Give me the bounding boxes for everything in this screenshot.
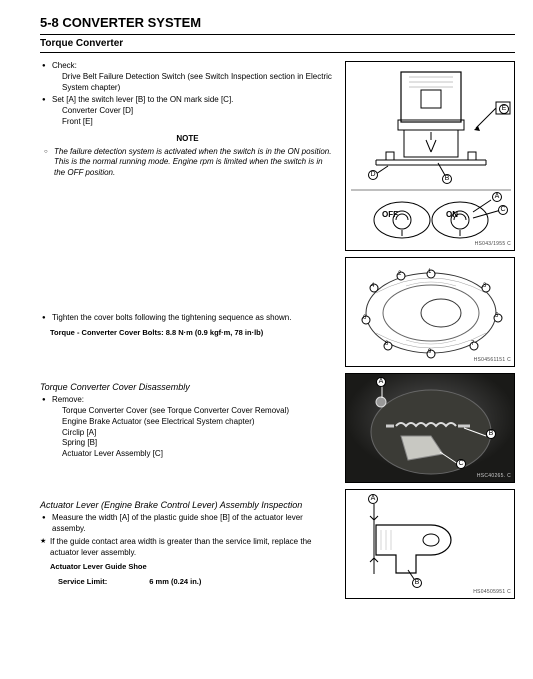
fig4-code: HS04505951 C bbox=[473, 589, 511, 596]
sec4-head: Actuator Lever (Engine Brake Control Lev… bbox=[40, 499, 335, 511]
remove-l3: Circlip [A] bbox=[52, 428, 335, 439]
fig3-a: A bbox=[376, 377, 386, 387]
set-line: Set [A] the switch lever [B] to the ON m… bbox=[52, 95, 233, 104]
fig3-c: C bbox=[456, 459, 466, 469]
section-2-text: Tighten the cover bolts following the ti… bbox=[40, 257, 335, 367]
fig1-label-c: C bbox=[498, 205, 508, 215]
figure-1-wrap: E D B OFF ON A C HS043/1955 C bbox=[345, 61, 515, 251]
remove-l4: Spring [B] bbox=[52, 438, 335, 449]
bolt-1: 1 bbox=[428, 268, 431, 276]
fig1-label-a: A bbox=[492, 192, 502, 202]
fig2-code: HS04561151 C bbox=[474, 357, 511, 364]
bolt-8: 8 bbox=[385, 340, 388, 348]
section-3-text: Torque Converter Cover Disassembly Remov… bbox=[40, 373, 335, 483]
remove-label: Remove: bbox=[52, 395, 84, 404]
fig1-code: HS043/1955 C bbox=[475, 241, 511, 248]
bolt-2: 2 bbox=[398, 270, 401, 278]
bolt-3: 3 bbox=[483, 282, 486, 290]
figure-1: E D B OFF ON A C HS043/1955 C bbox=[345, 61, 515, 251]
fig1-label-d: D bbox=[368, 170, 378, 180]
section-3: Torque Converter Cover Disassembly Remov… bbox=[40, 373, 515, 483]
note-body: The failure detection system is activate… bbox=[40, 147, 335, 179]
tighten-item: Tighten the cover bolts following the ti… bbox=[42, 313, 335, 324]
fig1-label-e: E bbox=[499, 104, 509, 114]
spec-line2: Service Limit: 6 mm (0.24 in.) bbox=[40, 577, 335, 587]
torque-spec: Torque - Converter Cover Bolts: 8.8 N·m … bbox=[40, 328, 335, 338]
section-2: Tighten the cover bolts following the ti… bbox=[40, 257, 515, 367]
set-item: Set [A] the switch lever [B] to the ON m… bbox=[42, 95, 335, 127]
figure-4-svg bbox=[346, 490, 515, 599]
bolt-5: 5 bbox=[495, 312, 498, 320]
measure-item: Measure the width [A] of the plastic gui… bbox=[42, 513, 335, 535]
check-item: Check: Drive Belt Failure Detection Swit… bbox=[42, 61, 335, 93]
check-label: Check: bbox=[52, 61, 77, 70]
figure-4: A B HS04505951 C bbox=[345, 489, 515, 599]
page-subtitle: Torque Converter bbox=[40, 37, 515, 54]
spec-value: 6 mm (0.24 in.) bbox=[149, 577, 201, 587]
fig1-off: OFF bbox=[382, 210, 398, 221]
replace-item: If the guide contact area width is great… bbox=[40, 537, 335, 559]
spec-line1: Actuator Lever Guide Shoe bbox=[40, 562, 335, 572]
bolt-9: 9 bbox=[428, 348, 431, 356]
fig3-b: B bbox=[486, 429, 496, 439]
section-4: Actuator Lever (Engine Brake Control Lev… bbox=[40, 489, 515, 599]
remove-item: Remove: Torque Converter Cover (see Torq… bbox=[42, 395, 335, 460]
sec3-head: Torque Converter Cover Disassembly bbox=[40, 381, 335, 393]
figure-3: A B C HSC40265. C bbox=[345, 373, 515, 483]
remove-l2: Engine Brake Actuator (see Electrical Sy… bbox=[52, 417, 335, 428]
section-1: Check: Drive Belt Failure Detection Swit… bbox=[40, 61, 515, 251]
section-1-text: Check: Drive Belt Failure Detection Swit… bbox=[40, 61, 335, 251]
figure-2-wrap: 1 3 5 7 9 8 6 4 2 HS04561151 C bbox=[345, 257, 515, 367]
remove-l5: Actuator Lever Assembly [C] bbox=[52, 449, 335, 460]
figure-2: 1 3 5 7 9 8 6 4 2 HS04561151 C bbox=[345, 257, 515, 367]
bolt-6: 6 bbox=[363, 314, 366, 322]
section-4-text: Actuator Lever (Engine Brake Control Lev… bbox=[40, 489, 335, 599]
check-detail: Drive Belt Failure Detection Switch (see… bbox=[52, 72, 335, 94]
fig3-code: HSC40265. C bbox=[477, 473, 511, 480]
conv-cover: Converter Cover [D] bbox=[52, 106, 335, 117]
figure-1-svg bbox=[346, 62, 515, 251]
front: Front [E] bbox=[52, 117, 335, 128]
fig1-on: ON bbox=[446, 210, 458, 221]
figure-4-wrap: A B HS04505951 C bbox=[345, 489, 515, 599]
bolt-4: 4 bbox=[371, 282, 374, 290]
fig4-b: B bbox=[412, 578, 422, 588]
remove-l1: Torque Converter Cover (see Torque Conve… bbox=[52, 406, 335, 417]
note-head: NOTE bbox=[40, 134, 335, 145]
bolt-7: 7 bbox=[471, 340, 474, 348]
spec-label: Service Limit: bbox=[50, 577, 107, 586]
figure-3-wrap: A B C HSC40265. C bbox=[345, 373, 515, 483]
page-title: 5-8 CONVERTER SYSTEM bbox=[40, 14, 515, 35]
fig4-a: A bbox=[368, 494, 378, 504]
fig1-label-b: B bbox=[442, 174, 452, 184]
